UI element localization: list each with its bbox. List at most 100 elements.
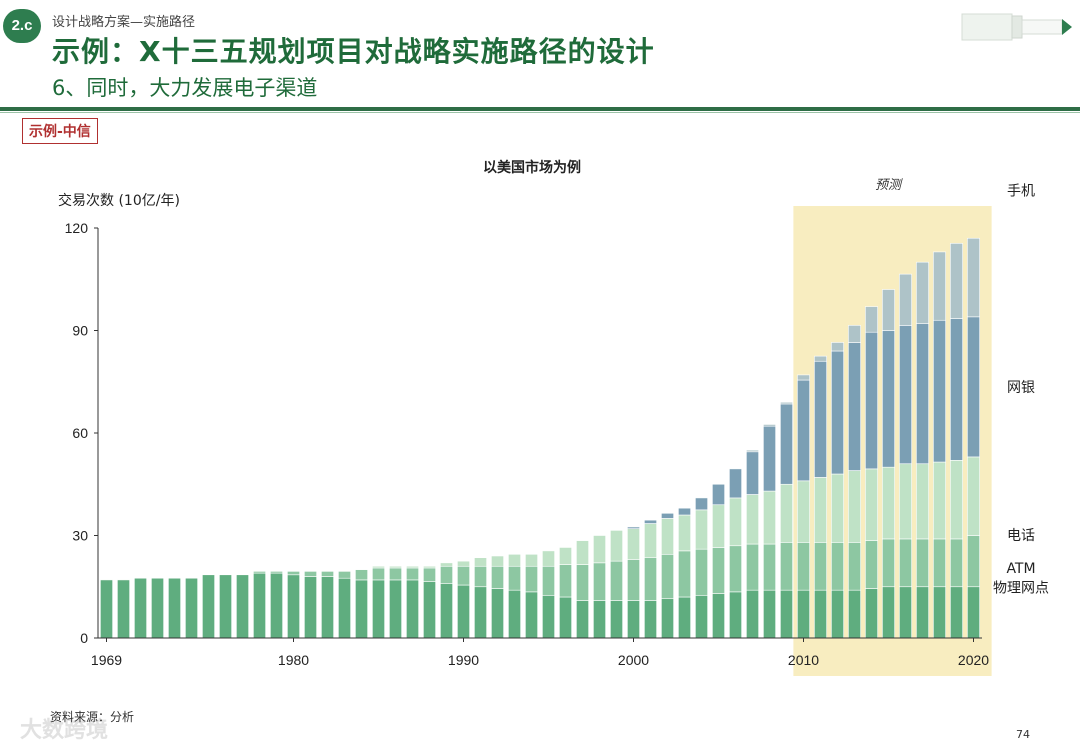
bar-online-2010 xyxy=(797,379,810,482)
bar-phone-1996 xyxy=(559,547,572,565)
bar-online-2015 xyxy=(882,330,895,468)
bar-physical-1994 xyxy=(525,591,538,639)
bar-phone-2008 xyxy=(763,490,776,545)
bar-physical-2016 xyxy=(899,586,912,639)
bar-atm-2010 xyxy=(797,542,810,591)
bar-atm-1983 xyxy=(338,571,351,579)
bar-atm-2015 xyxy=(882,538,895,588)
watermark: 大数跨境 xyxy=(20,718,109,743)
bar-physical-1993 xyxy=(508,589,521,639)
bar-physical-2015 xyxy=(882,586,895,639)
x-tick-label: 1969 xyxy=(91,652,122,668)
x-tick-label: 1980 xyxy=(278,652,309,668)
bar-phone-1990 xyxy=(457,560,470,567)
bar-phone-2019 xyxy=(950,460,963,540)
bar-atm-1996 xyxy=(559,564,572,598)
bar-atm-2007 xyxy=(746,543,759,591)
bar-physical-2011 xyxy=(814,589,827,639)
bar-phone-2011 xyxy=(814,477,827,543)
bar-phone-2018 xyxy=(933,461,946,540)
bar-physical-2007 xyxy=(746,589,759,639)
y-tick-label: 90 xyxy=(72,323,88,339)
bar-physical-1973 xyxy=(168,577,181,639)
header-divider xyxy=(0,107,1080,111)
bar-physical-2002 xyxy=(661,598,674,639)
bar-phone-2000 xyxy=(627,528,640,560)
bar-physical-2010 xyxy=(797,589,810,639)
bar-physical-1999 xyxy=(610,600,623,639)
bar-atm-2009 xyxy=(780,542,793,591)
bar-phone-2007 xyxy=(746,494,759,545)
bar-atm-1999 xyxy=(610,560,623,601)
bar-phone-1998 xyxy=(593,535,606,564)
bar-physical-1976 xyxy=(219,574,232,639)
bar-atm-2003 xyxy=(678,550,691,598)
bar-atm-2002 xyxy=(661,553,674,600)
bar-atm-2011 xyxy=(814,542,827,591)
bar-atm-1993 xyxy=(508,565,521,591)
bar-physical-1972 xyxy=(151,577,164,639)
bar-online-2020 xyxy=(967,316,980,458)
bar-phone-1995 xyxy=(542,550,555,567)
bar-physical-1996 xyxy=(559,596,572,639)
bar-physical-1998 xyxy=(593,600,606,639)
y-axis-label: 交易次数 (10亿/年) xyxy=(58,192,180,209)
bar-atm-2013 xyxy=(848,542,861,591)
bar-phone-1988 xyxy=(423,565,436,569)
bar-phone-2001 xyxy=(644,523,657,559)
bar-physical-1982 xyxy=(321,576,334,639)
bar-physical-2005 xyxy=(712,593,725,639)
y-tick-label: 0 xyxy=(80,630,88,646)
bar-phone-2014 xyxy=(865,468,878,541)
legend-mobile: 手机 xyxy=(1007,184,1035,200)
bar-online-2019 xyxy=(950,318,963,461)
bar-online-2000 xyxy=(627,526,640,529)
y-tick-label: 60 xyxy=(72,425,88,441)
bar-phone-2004 xyxy=(695,509,708,550)
bar-atm-2008 xyxy=(763,543,776,591)
bar-mobile-2010 xyxy=(797,374,810,381)
bar-online-2012 xyxy=(831,350,844,475)
bar-online-2009 xyxy=(780,403,793,485)
bar-atm-2001 xyxy=(644,557,657,601)
bar-mobile-2008 xyxy=(763,424,776,427)
bar-phone-2009 xyxy=(780,483,793,543)
bar-phone-2012 xyxy=(831,473,844,543)
chart-title: 以美国市场为例 xyxy=(483,159,581,176)
bar-phone-2006 xyxy=(729,497,742,547)
bar-atm-1991 xyxy=(474,565,487,588)
bar-mobile-2009 xyxy=(780,401,793,405)
bar-physical-2013 xyxy=(848,589,861,639)
bar-mobile-2019 xyxy=(950,243,963,319)
bar-physical-1980 xyxy=(287,574,300,639)
bar-phone-2003 xyxy=(678,514,691,552)
bar-physical-1986 xyxy=(389,579,402,639)
bar-mobile-2007 xyxy=(746,449,759,453)
bar-phone-1985 xyxy=(372,565,385,569)
bar-online-2018 xyxy=(933,319,946,463)
bar-physical-2018 xyxy=(933,586,946,639)
bar-physical-1969 xyxy=(100,579,113,639)
bar-atm-2020 xyxy=(967,535,980,588)
y-tick-label: 120 xyxy=(65,220,89,236)
bar-atm-1986 xyxy=(389,567,402,581)
legend-online: 网银 xyxy=(1007,380,1035,396)
bar-atm-1980 xyxy=(287,571,300,576)
bar-atm-1997 xyxy=(576,564,589,601)
bar-mobile-2017 xyxy=(916,261,929,324)
legend-phone: 电话 xyxy=(1007,528,1035,544)
page-subtitle: 6、同时，大力发展电子渠道 xyxy=(52,76,318,100)
bar-physical-2017 xyxy=(916,586,929,639)
bar-mobile-2014 xyxy=(865,306,878,333)
header-divider-thin xyxy=(0,112,1080,113)
bar-atm-2004 xyxy=(695,548,708,596)
bar-online-2003 xyxy=(678,507,691,516)
bar-atm-1982 xyxy=(321,571,334,577)
x-tick-label: 1990 xyxy=(448,652,479,668)
bar-online-2004 xyxy=(695,497,708,511)
bar-atm-2019 xyxy=(950,538,963,588)
bar-atm-1990 xyxy=(457,565,470,586)
bar-atm-2018 xyxy=(933,538,946,588)
bar-phone-2016 xyxy=(899,463,912,540)
